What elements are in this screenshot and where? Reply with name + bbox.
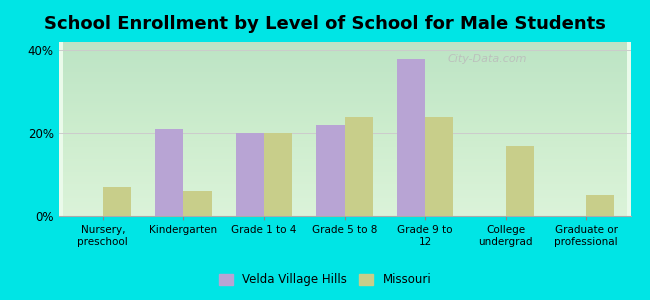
- Bar: [236, 133, 264, 216]
- Bar: [425, 117, 453, 216]
- Bar: [183, 191, 211, 216]
- Text: City-Data.com: City-Data.com: [447, 54, 527, 64]
- Bar: [317, 125, 345, 216]
- Text: School Enrollment by Level of School for Male Students: School Enrollment by Level of School for…: [44, 15, 606, 33]
- Bar: [264, 133, 292, 216]
- Bar: [397, 58, 425, 216]
- Bar: [155, 129, 183, 216]
- Legend: Velda Village Hills, Missouri: Velda Village Hills, Missouri: [214, 269, 436, 291]
- Bar: [586, 195, 614, 216]
- Bar: [103, 187, 131, 216]
- Bar: [506, 146, 534, 216]
- Bar: [344, 117, 372, 216]
